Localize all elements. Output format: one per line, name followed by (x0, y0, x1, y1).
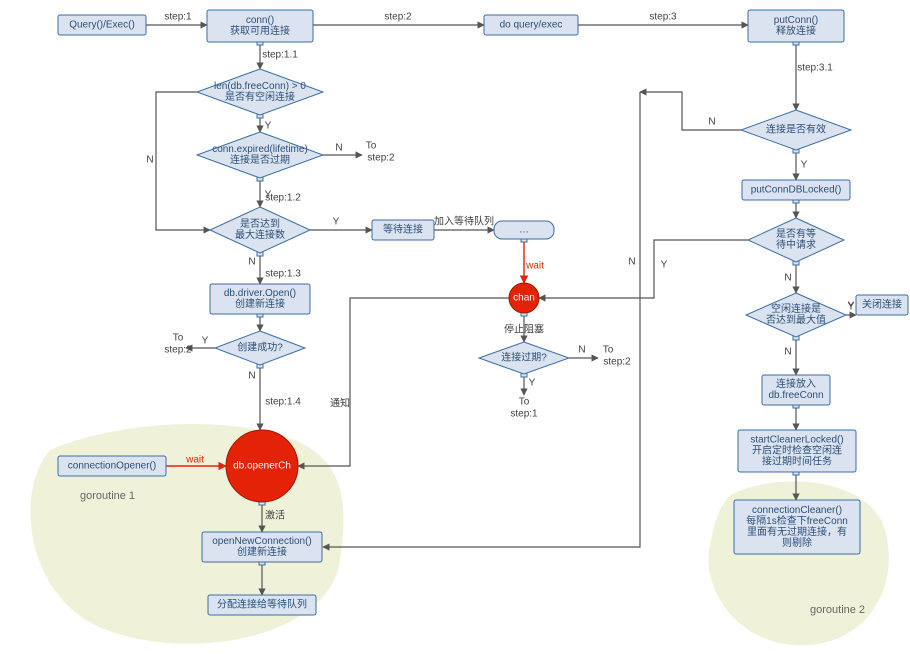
doquery-text-0: do query/exec (500, 20, 563, 31)
putconn-text-1: 释放连接 (776, 24, 816, 37)
e_chan_to_opener-label: 通知 (330, 397, 350, 410)
opennew-text-0: openNewConnection() (212, 536, 312, 547)
c_chan-text-0: chan (513, 293, 535, 304)
queue_dots-text-0: … (519, 225, 529, 236)
free-label-1: step:2 (367, 153, 395, 164)
e_exp_n-label: N (335, 143, 342, 154)
close_conn-text-0: 关闭连接 (862, 298, 902, 311)
e_qexp_y-label: Y (529, 378, 536, 389)
e_wait_queue-label: 加入等待队列 (434, 215, 494, 228)
d_conn_valid-text-0: 连接是否有效 (766, 123, 826, 136)
e_do_put-label: step:3 (649, 12, 677, 23)
putlocked-text-0: putConnDBLocked() (751, 185, 842, 196)
g1-label: goroutine 1 (80, 490, 135, 502)
d_expired-text-1: 连接是否过期 (230, 153, 290, 166)
d_idle_max-text-1: 否达到最大值 (766, 313, 826, 326)
free-label-9: Y (848, 302, 855, 313)
free-label-10: step:1.2 (265, 193, 301, 204)
free-label-7: step:1 (510, 409, 538, 420)
conncleaner-text-1: 每隔1s检查下freeConn (746, 514, 848, 527)
e_chan_to_opener (298, 298, 509, 466)
free-label-11: step:1.3 (265, 269, 301, 280)
db_open-text-0: db.driver.Open() (224, 288, 296, 299)
e_conn_do-label: step:2 (384, 12, 412, 23)
d_has_wait-text-1: 待中请求 (776, 238, 816, 251)
e_wait_n-label: N (784, 273, 791, 284)
free-label-12: step:1.4 (265, 397, 301, 408)
e_put_step31-label: step:3.1 (797, 63, 833, 74)
conncleaner-text-0: connectionCleaner() (752, 505, 842, 516)
free-label-5: step:2 (603, 357, 631, 368)
e_len_y-label: Y (265, 121, 272, 132)
e_valid_y-label: Y (801, 160, 808, 171)
e_max_y-label: Y (333, 217, 340, 228)
d_has_wait-text-0: 是否有等 (776, 227, 816, 240)
d_len-text-1: 是否有空闲连接 (225, 90, 295, 103)
e_opener_wait-label: wait (185, 455, 204, 466)
c_opener-text-0: db.openerCh (233, 461, 291, 472)
free-label-6: To (519, 397, 530, 408)
startcleaner-text-0: startCleanerLocked() (750, 435, 843, 446)
e_max_n-label: N (248, 257, 255, 268)
free-label-3: step:2 (164, 345, 192, 356)
db_open-text-1: 创建新连接 (235, 297, 285, 310)
assignwait-text-0: 分配连接给等待队列 (217, 598, 307, 611)
d_maxconn-text-1: 最大连接数 (235, 228, 285, 241)
g2-label: goroutine 2 (810, 604, 865, 616)
e_valid_n-label: N (708, 117, 715, 128)
wait_conn-text-0: 等待连接 (383, 223, 423, 236)
conncleaner-text-3: 则剔除 (782, 536, 812, 549)
free-label-2: To (173, 333, 184, 344)
conn-text-1: 获取可用连接 (230, 24, 290, 37)
d_createok-text-0: 创建成功? (237, 341, 283, 354)
e_wait_y (539, 240, 748, 298)
query-text-0: Query()/Exec() (69, 20, 135, 31)
e_len_n (156, 92, 210, 230)
intofree-text-0: 连接放入 (776, 377, 816, 390)
e_queue_chan-label: wait (525, 261, 544, 272)
free-label-4: To (603, 345, 614, 356)
d_expired-text-0: conn.expired(lifetime) (212, 144, 308, 155)
startcleaner-text-2: 接过期时间任务 (762, 455, 832, 468)
e_wait_y-label: Y (661, 260, 668, 271)
e_valid_n_to_opener-label: N (628, 257, 635, 268)
d_idle_max-text-0: 空闲连接是 (771, 302, 821, 315)
startcleaner-text-1: 开启定时检查空闲连 (752, 444, 842, 457)
conncleaner-text-2: 里面有无过期连接，有 (747, 525, 847, 538)
e_idle_n-label: N (784, 347, 791, 358)
d_queued_expired-text-0: 连接过期? (501, 351, 547, 364)
e_qexp_n-label: N (578, 345, 585, 356)
conn-text-0: conn() (246, 15, 274, 26)
e_create_y-label: Y (202, 336, 209, 347)
free-label-8: 停止阻塞 (504, 323, 544, 336)
putconn-text-0: putConn() (774, 15, 818, 26)
connopener-text-0: connectionOpener() (68, 461, 156, 472)
free-label-0: To (366, 141, 377, 152)
intofree-text-1: db.freeConn (768, 390, 823, 401)
e_len_n-label: N (146, 155, 153, 166)
e_conn_step11-label: step:1.1 (262, 50, 298, 61)
opennew-text-1: 创建新连接 (237, 545, 287, 558)
d_maxconn-text-0: 是否达到 (240, 218, 280, 230)
e_q_conn-label: step:1 (164, 12, 192, 23)
e_opener_open-label: 激活 (265, 509, 285, 522)
d_len-text-0: len(db.freeConn) > 0 (214, 81, 306, 92)
e_create_n-label: N (248, 371, 255, 382)
e_valid_n (640, 92, 741, 130)
